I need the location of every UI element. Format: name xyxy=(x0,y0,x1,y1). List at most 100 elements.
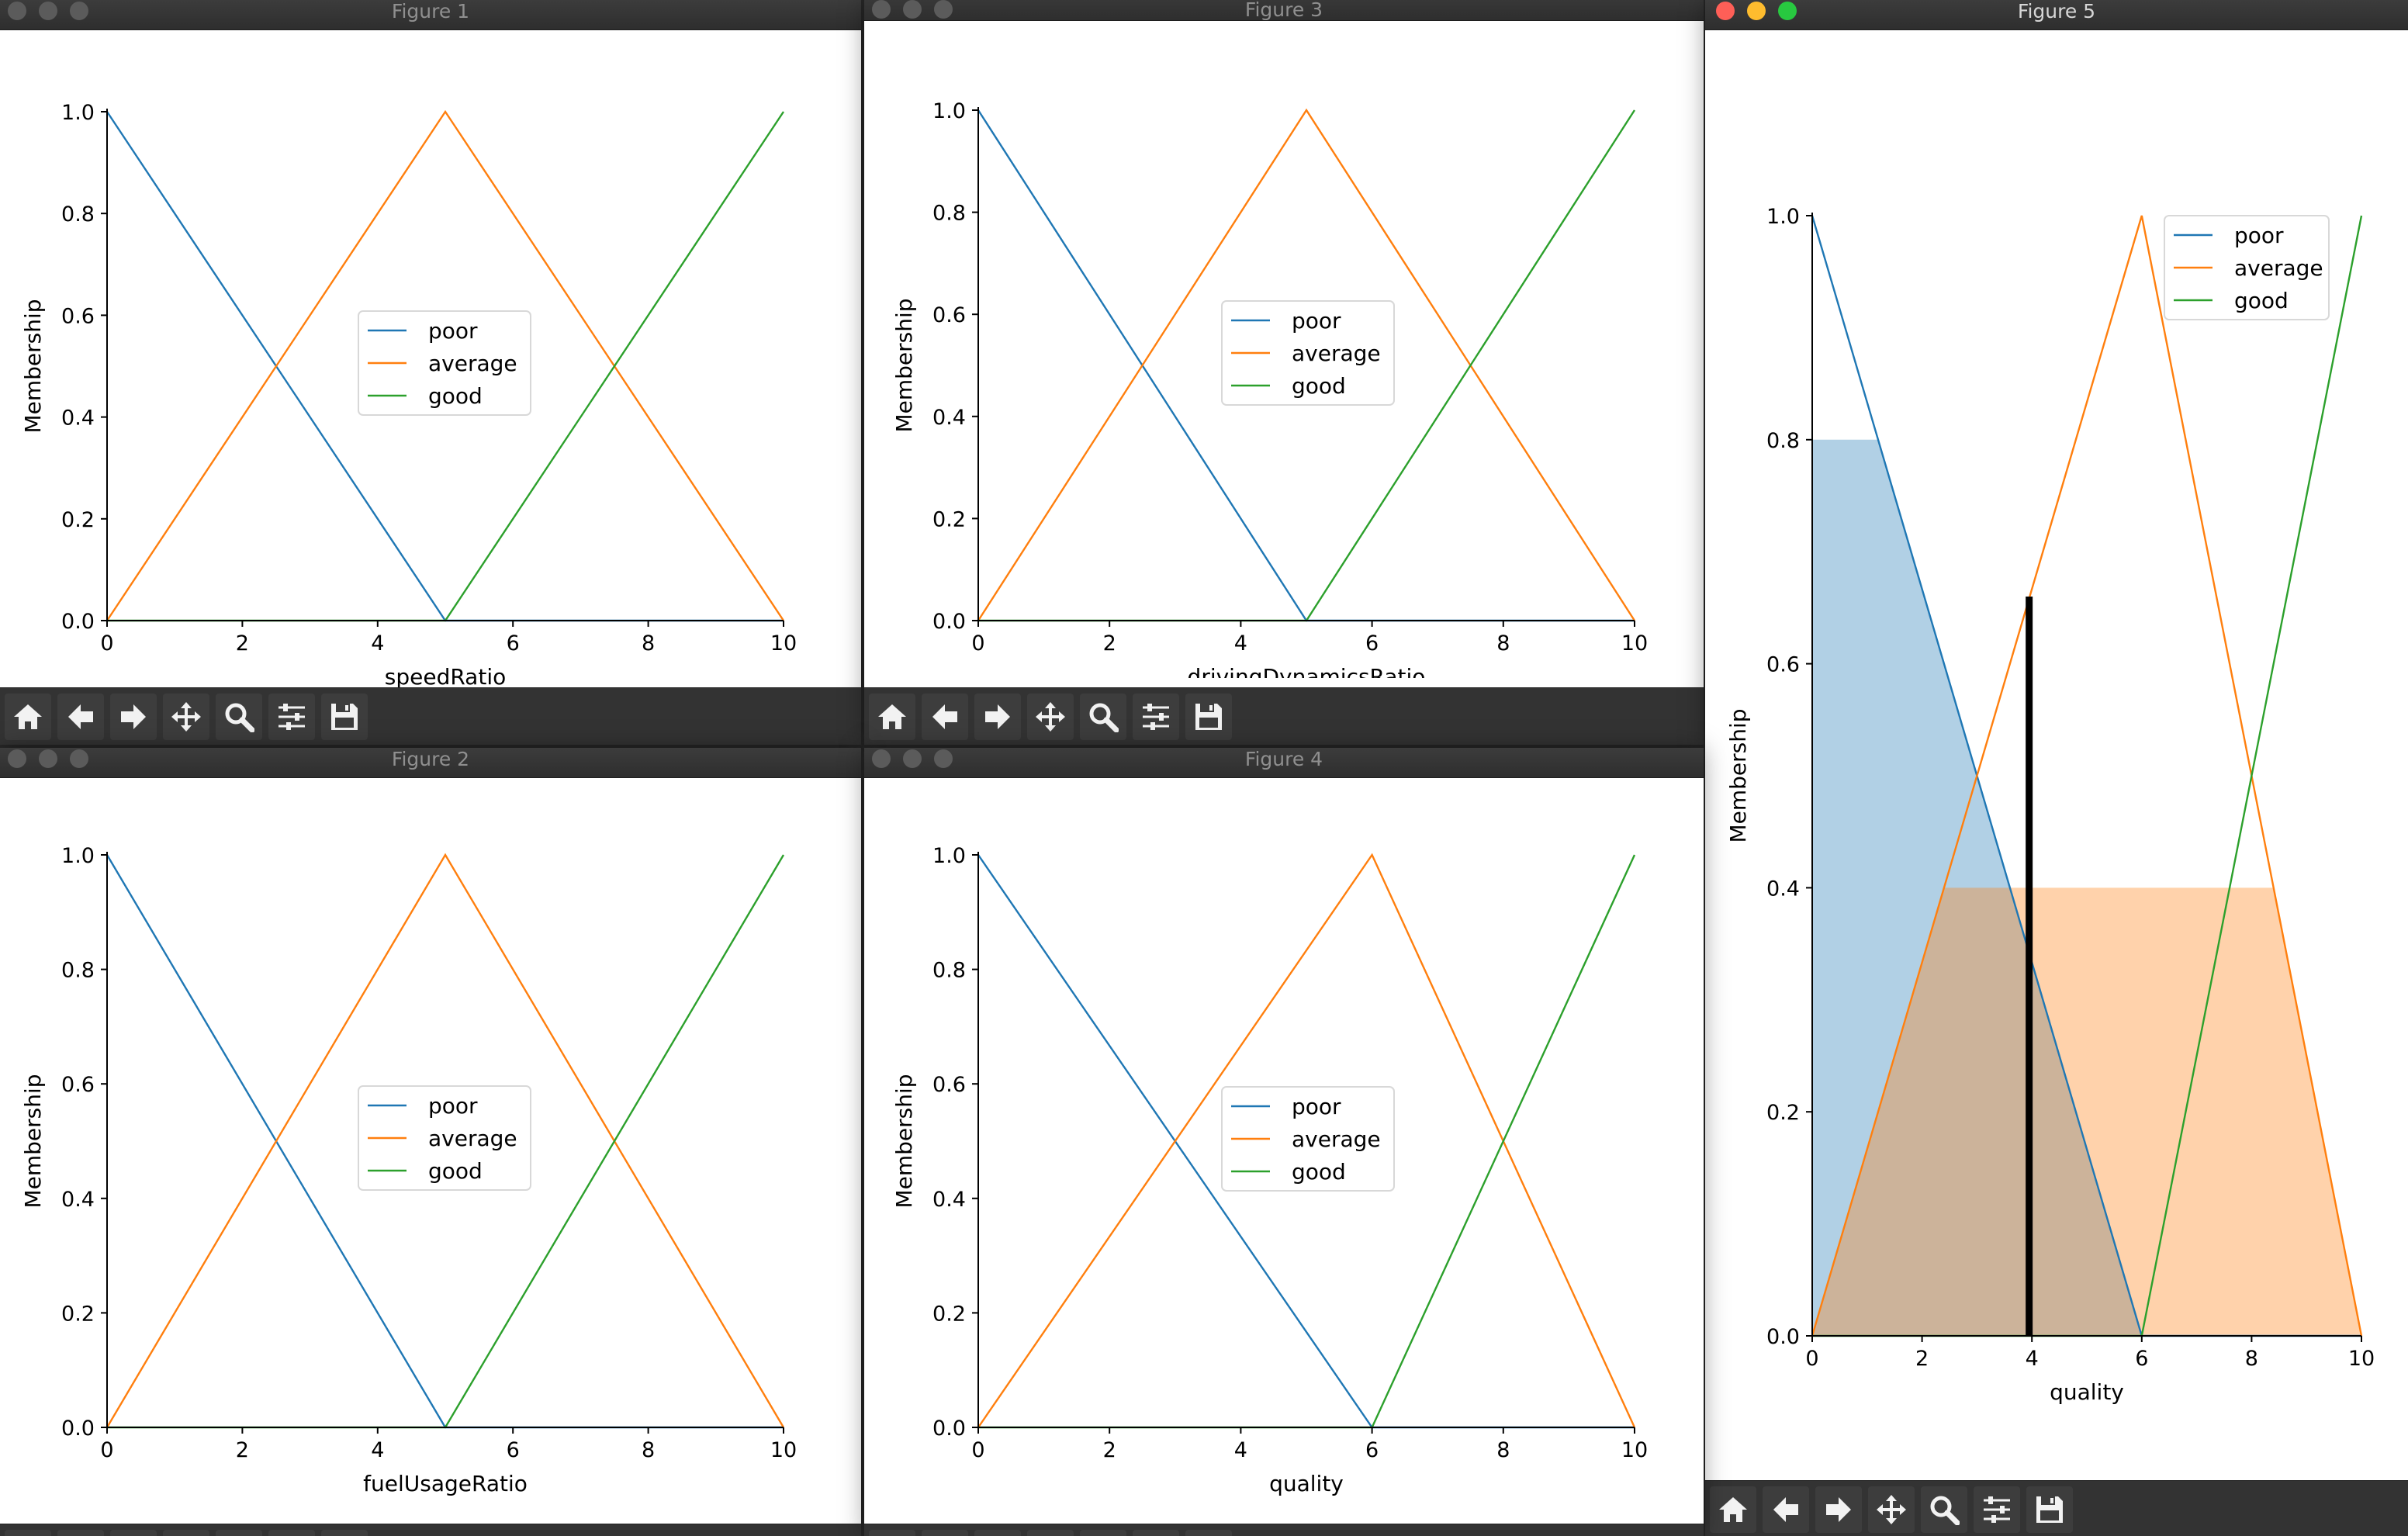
x-tick-label: 2 xyxy=(236,631,249,656)
legend-label-poor: poor xyxy=(2234,223,2284,248)
x-tick-label: 6 xyxy=(1365,631,1379,656)
configure-subplots-button[interactable] xyxy=(268,694,315,740)
legend-label-poor: poor xyxy=(1292,308,1341,334)
y-tick-label: 0.8 xyxy=(932,202,966,226)
x-axis-label: quality xyxy=(1269,1471,1344,1496)
home-button[interactable] xyxy=(869,694,915,740)
close-window-button[interactable] xyxy=(1716,2,1735,20)
x-tick-label: 10 xyxy=(1621,1438,1648,1462)
zoom-magnifier-button[interactable] xyxy=(216,694,262,740)
window-titlebar[interactable]: Figure 3 xyxy=(864,0,1704,21)
zoom-window-button[interactable] xyxy=(70,2,88,20)
back-arrow-button[interactable] xyxy=(922,694,968,740)
x-tick-label: 4 xyxy=(2026,1347,2039,1371)
x-tick-label: 0 xyxy=(1805,1347,1818,1371)
navigation-toolbar xyxy=(864,687,1704,745)
x-tick-label: 8 xyxy=(2245,1347,2258,1371)
y-tick-label: 1.0 xyxy=(61,101,95,125)
home-button[interactable] xyxy=(869,1530,915,1536)
zoom-magnifier-button[interactable] xyxy=(1080,694,1126,740)
y-tick-label: 0.0 xyxy=(61,610,95,634)
pan-move-button[interactable] xyxy=(1868,1486,1915,1533)
legend-label-average: average xyxy=(1292,341,1381,366)
configure-subplots-button[interactable] xyxy=(1133,1530,1179,1536)
forward-arrow-icon xyxy=(1826,1497,1851,1522)
pan-move-button[interactable] xyxy=(1027,694,1074,740)
window-titlebar[interactable]: Figure 1 xyxy=(0,0,861,30)
x-tick-label: 10 xyxy=(2348,1347,2375,1371)
forward-arrow-button[interactable] xyxy=(974,1530,1021,1536)
y-tick-label: 0.4 xyxy=(932,1188,966,1212)
navigation-toolbar xyxy=(0,1524,861,1536)
close-window-button[interactable] xyxy=(872,749,891,768)
window-titlebar[interactable]: Figure 2 xyxy=(0,748,861,778)
window-titlebar[interactable]: Figure 5 xyxy=(1705,0,2408,30)
home-button[interactable] xyxy=(5,1530,51,1536)
save-floppy-button[interactable] xyxy=(1185,1530,1232,1536)
pan-move-button[interactable] xyxy=(1027,1530,1074,1536)
zoom-window-button[interactable] xyxy=(934,0,953,19)
y-tick-label: 0.2 xyxy=(932,1302,966,1326)
save-floppy-button[interactable] xyxy=(1185,694,1232,740)
home-icon xyxy=(878,704,906,729)
navigation-toolbar xyxy=(0,687,861,745)
minimize-window-button[interactable] xyxy=(903,749,922,768)
forward-arrow-button[interactable] xyxy=(110,1530,157,1536)
zoom-magnifier-button[interactable] xyxy=(216,1530,262,1536)
series-line-average xyxy=(1811,215,2363,1337)
zoom-window-button[interactable] xyxy=(70,749,88,768)
forward-arrow-button[interactable] xyxy=(974,694,1021,740)
back-arrow-button[interactable] xyxy=(1763,1486,1809,1533)
x-tick-label: 8 xyxy=(1496,1438,1510,1462)
forward-arrow-button[interactable] xyxy=(110,694,157,740)
zoom-magnifier-button[interactable] xyxy=(1921,1486,1967,1533)
pan-move-button[interactable] xyxy=(163,694,209,740)
save-floppy-button[interactable] xyxy=(321,694,368,740)
close-window-button[interactable] xyxy=(8,749,26,768)
save-floppy-button[interactable] xyxy=(2026,1486,2073,1533)
y-tick-label: 0.6 xyxy=(61,304,95,328)
navigation-toolbar xyxy=(864,1524,1704,1536)
pan-move-button[interactable] xyxy=(163,1530,209,1536)
configure-subplots-button[interactable] xyxy=(1974,1486,2020,1533)
y-axis-label: Membership xyxy=(20,1074,46,1208)
forward-arrow-button[interactable] xyxy=(1815,1486,1862,1533)
pan-move-icon xyxy=(1036,702,1065,732)
x-tick-label: 6 xyxy=(507,631,520,656)
x-tick-label: 2 xyxy=(1103,1438,1116,1462)
close-window-button[interactable] xyxy=(872,0,891,19)
home-button[interactable] xyxy=(5,694,51,740)
configure-subplots-icon xyxy=(1143,704,1169,730)
back-arrow-icon xyxy=(1773,1497,1798,1522)
membership-plot: 0 2 4 6 8 10 0.0 0.2 0.4 0.6 0.8 1.0 speedRatio Membe… xyxy=(20,101,797,687)
figure-window: Figure 1 0 2 4 6 8 10 0.0 0.2 0.4 0.6 0.8 1.0 speedR… xyxy=(0,0,861,745)
y-tick-label: 0.4 xyxy=(1766,877,1800,901)
window-titlebar[interactable]: Figure 4 xyxy=(864,748,1704,778)
navigation-toolbar xyxy=(1705,1480,2408,1536)
zoom-magnifier-button[interactable] xyxy=(1080,1530,1126,1536)
minimize-window-button[interactable] xyxy=(903,0,922,19)
back-arrow-icon xyxy=(68,704,93,729)
zoom-window-button[interactable] xyxy=(934,749,953,768)
minimize-window-button[interactable] xyxy=(1747,2,1766,20)
minimize-window-button[interactable] xyxy=(39,2,57,20)
y-tick-label: 0.2 xyxy=(932,507,966,531)
save-floppy-icon xyxy=(331,704,358,730)
zoom-window-button[interactable] xyxy=(1778,2,1797,20)
y-tick-label: 0.6 xyxy=(1766,653,1800,677)
back-arrow-button[interactable] xyxy=(57,694,104,740)
minimize-window-button[interactable] xyxy=(39,749,57,768)
close-window-button[interactable] xyxy=(8,2,26,20)
save-floppy-button[interactable] xyxy=(321,1530,368,1536)
pan-move-icon xyxy=(171,702,201,732)
back-arrow-button[interactable] xyxy=(922,1530,968,1536)
back-arrow-button[interactable] xyxy=(57,1530,104,1536)
x-tick-label: 8 xyxy=(642,631,655,656)
y-tick-label: 0.2 xyxy=(1766,1101,1800,1125)
x-tick-label: 6 xyxy=(507,1438,520,1462)
configure-subplots-button[interactable] xyxy=(1133,694,1179,740)
configure-subplots-button[interactable] xyxy=(268,1530,315,1536)
legend-label-poor: poor xyxy=(428,318,478,344)
home-button[interactable] xyxy=(1710,1486,1756,1533)
y-tick-label: 0.2 xyxy=(61,508,95,532)
